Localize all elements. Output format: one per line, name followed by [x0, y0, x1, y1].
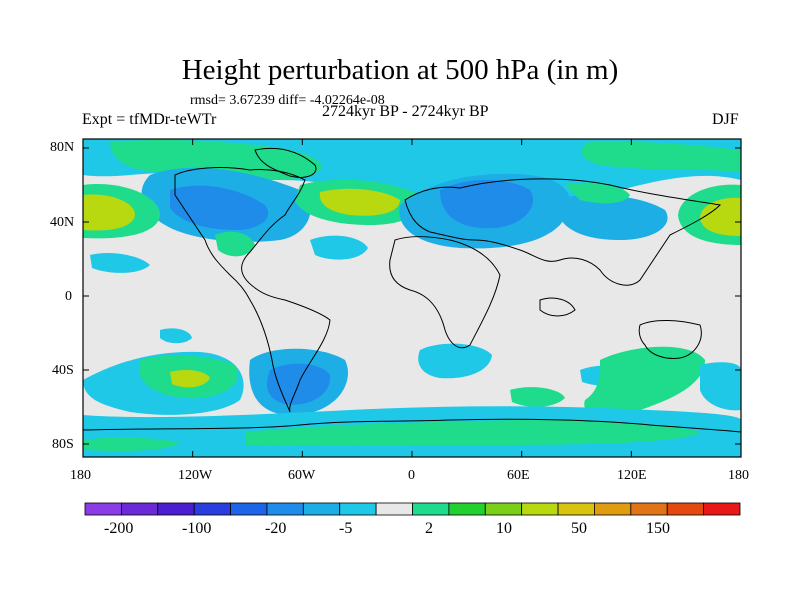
contour-fill-layer	[83, 139, 741, 457]
lon-label-0: 0	[408, 468, 415, 483]
colorbar-box-1	[120, 502, 159, 516]
colorbar-box-13	[557, 502, 595, 516]
colorbar-box-14	[594, 502, 632, 516]
colorbar-box-15	[630, 502, 668, 516]
lat-label-0: 0	[65, 289, 72, 304]
colorbar-box-0	[84, 502, 122, 516]
colorbar-label-4: 2	[425, 520, 433, 537]
colorbar-box-9	[412, 502, 450, 516]
colorbar-box-12	[521, 502, 559, 516]
colorbar-box-11	[484, 502, 523, 516]
colorbar-label-1: -100	[182, 520, 212, 537]
colorbar-box-5	[266, 502, 304, 516]
lon-label-60w: 60W	[288, 468, 316, 483]
lon-label-60e: 60E	[507, 468, 530, 483]
period-label: 2724kyr BP - 2724kyr BP	[322, 103, 489, 120]
colorbar-label-7: 150	[646, 520, 670, 537]
colorbar-box-4	[230, 502, 268, 516]
lon-label-180e: 180	[728, 468, 749, 483]
colorbar-box-7	[339, 502, 377, 516]
lat-label-80n: 80N	[50, 140, 75, 155]
colorbar-label-5: 10	[496, 520, 512, 537]
stats-text: rmsd= 3.67239 diff= -4.02264e-08	[190, 93, 385, 108]
colorbar-box-10	[448, 502, 486, 516]
colorbar-label-2: -20	[265, 520, 287, 537]
lon-label-120e: 120E	[617, 468, 647, 483]
season-label: DJF	[712, 111, 739, 128]
experiment-label: Expt = tfMDr-teWTr	[82, 111, 217, 128]
colorbar-box-16	[666, 502, 705, 516]
lon-label-180w: 180	[70, 468, 91, 483]
axis-ticks	[82, 139, 742, 457]
colorbar-box-6	[302, 502, 341, 516]
colorbar-label-0: -200	[104, 520, 134, 537]
coastline-layer	[83, 147, 741, 433]
lon-label-120w: 120W	[178, 468, 213, 483]
lat-label-40n: 40N	[50, 215, 75, 230]
plot-title: Height perturbation at 500 hPa (in m)	[181, 54, 619, 86]
colorbar-box-2	[157, 502, 195, 516]
lat-label-40s: 40S	[52, 363, 74, 378]
colorbar-box-17	[703, 502, 741, 516]
colorbar-label-6: 50	[571, 520, 587, 537]
colorbar-box-8	[375, 502, 413, 516]
lat-label-80s: 80S	[52, 437, 74, 452]
colorbar-label-3: -5	[339, 520, 353, 537]
colorbar-box-3	[193, 502, 231, 516]
